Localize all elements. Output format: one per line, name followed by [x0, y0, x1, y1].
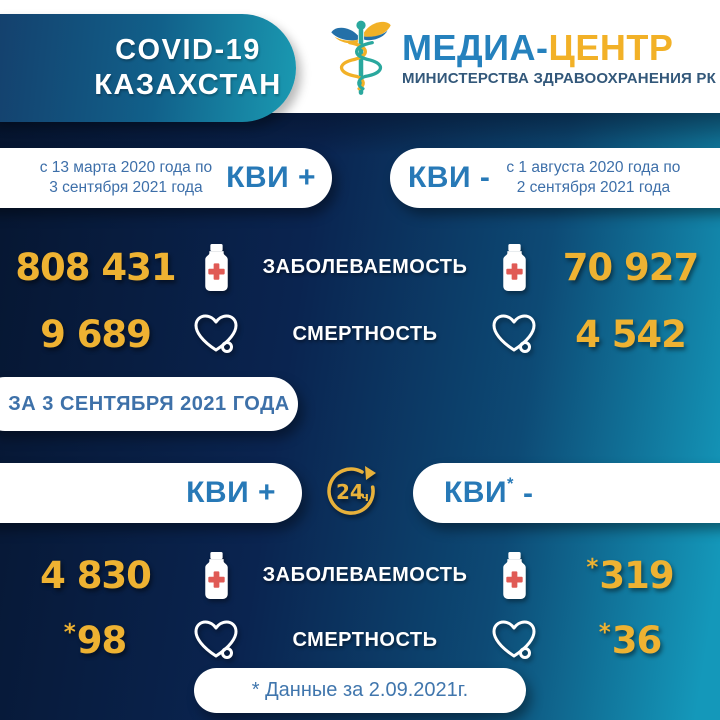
logo-subtitle: МИНИСТЕРСТВА ЗДРАВООХРАНЕНИЯ РК: [402, 70, 716, 87]
logo-title: МЕДИА-ЦЕНТР: [402, 30, 716, 66]
cumulative-deaths-row: 9 689 СМЕРТНОСТЬ 4 542: [0, 311, 720, 357]
cumulative-cases-positive-value: 808 431: [15, 245, 176, 289]
daily-deaths-negative-value: *36: [598, 618, 662, 662]
badge-title-kazakhstan: КАЗАХСТАН: [94, 69, 282, 101]
svg-text:24: 24: [336, 480, 364, 504]
svg-text:ч: ч: [361, 490, 369, 504]
heart-stethoscope-icon: [488, 619, 540, 661]
cases-label: ЗАБОЛЕВАЕМОСТЬ: [262, 563, 468, 586]
kvi-positive-period: с 13 марта 2020 года по 3 сентября 2021 …: [39, 159, 213, 196]
daily-cases-row: 4 830 ЗАБОЛЕВАЕМОСТЬ *319: [0, 549, 720, 601]
deaths-label: СМЕРТНОСТЬ: [292, 322, 438, 345]
daily-deaths-positive-value: *98: [63, 618, 127, 662]
logo-word-media: МЕДИА-: [402, 27, 549, 68]
cumulative-deaths-negative-value: 4 542: [575, 312, 687, 356]
deaths-label: СМЕРТНОСТЬ: [292, 628, 438, 651]
logo-word-center: ЦЕНТР: [548, 27, 674, 68]
daily-cases-negative-value: *319: [586, 553, 674, 597]
cumulative-cases-row: 808 431 ЗАБОЛЕВАЕМОСТЬ 70 927: [0, 241, 720, 293]
daily-kvi-positive-label: КВИ +: [186, 476, 276, 509]
daily-kvi-negative-label: КВИ* -: [444, 475, 534, 510]
kvi-negative-label: КВИ -: [408, 161, 491, 194]
cumulative-deaths-positive-value: 9 689: [40, 312, 152, 356]
logo-text: МЕДИА-ЦЕНТР МИНИСТЕРСТВА ЗДРАВООХРАНЕНИЯ…: [402, 30, 716, 88]
daily-date-banner: ЗА 3 СЕНТЯБРЯ 2021 ГОДА: [8, 392, 290, 415]
kvi-negative-period: с 1 августа 2020 года по 2 сентября 2021…: [506, 159, 681, 196]
stats-board: с 13 марта 2020 года по 3 сентября 2021 …: [0, 113, 720, 720]
daily-cases-positive-value: 4 830: [40, 553, 152, 597]
medicine-bottle-icon: [190, 243, 242, 291]
caduceus-icon: [331, 20, 391, 95]
daily-kvi-positive-pill: КВИ +: [0, 463, 302, 523]
badge-title-covid: COVID-19: [115, 34, 261, 66]
heart-stethoscope-icon: [190, 619, 242, 661]
daily-deaths-row: *98 СМЕРТНОСТЬ *36: [0, 617, 720, 663]
header-bar: МЕДИА-ЦЕНТР МИНИСТЕРСТВА ЗДРАВООХРАНЕНИЯ…: [0, 0, 720, 122]
cumulative-cases-negative-value: 70 927: [562, 245, 700, 289]
kvi-negative-period-pill: КВИ - с 1 августа 2020 года по 2 сентябр…: [390, 148, 720, 208]
ministry-logo: МЕДИА-ЦЕНТР МИНИСТЕРСТВА ЗДРАВООХРАНЕНИЯ…: [330, 14, 716, 100]
heart-stethoscope-icon: [488, 313, 540, 355]
covid-kazakhstan-badge: COVID-19 КАЗАХСТАН: [0, 14, 296, 122]
kvi-positive-period-pill: с 13 марта 2020 года по 3 сентября 2021 …: [0, 148, 332, 208]
footnote-text: * Данные за 2.09.2021г.: [251, 679, 469, 701]
kvi-positive-label: КВИ +: [226, 161, 316, 194]
cases-label: ЗАБОЛЕВАЕМОСТЬ: [262, 255, 468, 278]
heart-stethoscope-icon: [190, 313, 242, 355]
daily-date-banner-pill: ЗА 3 СЕНТЯБРЯ 2021 ГОДА: [0, 377, 298, 431]
24h-clock-icon: 24 ч: [324, 464, 378, 518]
daily-kvi-negative-pill: КВИ* -: [413, 463, 720, 523]
medicine-bottle-icon: [488, 243, 540, 291]
medicine-bottle-icon: [488, 551, 540, 599]
footnote-pill: * Данные за 2.09.2021г.: [194, 668, 526, 713]
medicine-bottle-icon: [190, 551, 242, 599]
